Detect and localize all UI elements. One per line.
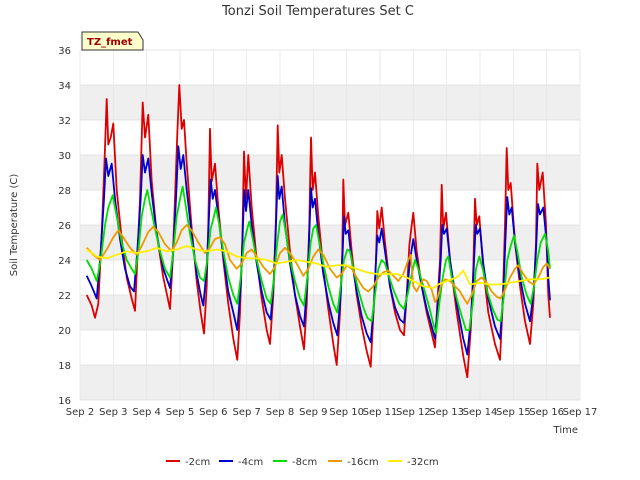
x-tick-label: Sep 9 (299, 407, 327, 418)
y-tick-label: 28 (58, 186, 71, 197)
x-tick-label: Sep 14 (463, 407, 498, 418)
y-tick-label: 32 (58, 116, 71, 127)
legend-label: -8cm (292, 457, 317, 468)
x-tick-label: Sep 2 (66, 407, 94, 418)
y-tick-label: 24 (58, 256, 71, 267)
badge-label: TZ_fmet (87, 37, 133, 48)
plot-band (80, 365, 580, 400)
x-tick-label: Sep 16 (529, 407, 564, 418)
legend-label: -4cm (238, 457, 263, 468)
x-tick-label: Sep 3 (99, 407, 127, 418)
y-tick-label: 30 (58, 151, 71, 162)
x-tick-label: Sep 7 (232, 407, 260, 418)
plot-band (80, 85, 580, 120)
series-line-8cm (85, 185, 551, 335)
legend: -2cm -4cm -8cm -16cm -32cm (166, 457, 439, 468)
y-tick-labels: 16 18 20 22 24 26 28 30 32 34 36 (58, 46, 71, 407)
x-tick-label: Sep 15 (496, 407, 531, 418)
y-axis-label: Soil Temperature (C) (9, 174, 20, 277)
legend-label: -16cm (347, 457, 379, 468)
y-tick-label: 36 (58, 46, 71, 57)
plot-band (80, 155, 580, 190)
x-tick-label: Sep 4 (132, 407, 160, 418)
y-tick-label: 34 (58, 81, 71, 92)
series-line-32cm (86, 245, 551, 289)
x-tick-label: Sep 13 (429, 407, 464, 418)
x-tick-label: Sep 10 (329, 407, 364, 418)
chart-title: Tonzi Soil Temperatures Set C (221, 4, 414, 19)
site-badge: TZ_fmet (81, 31, 144, 51)
y-tick-label: 26 (58, 221, 71, 232)
y-tick-label: 20 (58, 326, 71, 337)
legend-label: -32cm (407, 457, 439, 468)
x-tick-label: Sep 12 (396, 407, 431, 418)
legend-label: -2cm (185, 457, 210, 468)
series-line-2cm (85, 84, 551, 379)
x-tick-labels: Sep 2 Sep 3 Sep 4 Sep 5 Sep 6 Sep 7 Sep 8 Sep 9… (66, 407, 598, 418)
series-lines (85, 84, 551, 379)
badge-box (81, 31, 144, 51)
x-tick-label: Sep 17 (563, 407, 598, 418)
x-tick-label: Sep 5 (166, 407, 194, 418)
y-tick-label: 18 (58, 361, 71, 372)
x-tick-label: Sep 8 (266, 407, 294, 418)
x-tick-label: Sep 11 (363, 407, 398, 418)
x-axis-label: Time (553, 425, 578, 436)
y-tick-label: 16 (58, 396, 71, 407)
y-tick-label: 22 (58, 291, 71, 302)
x-tick-label: Sep 6 (199, 407, 227, 418)
